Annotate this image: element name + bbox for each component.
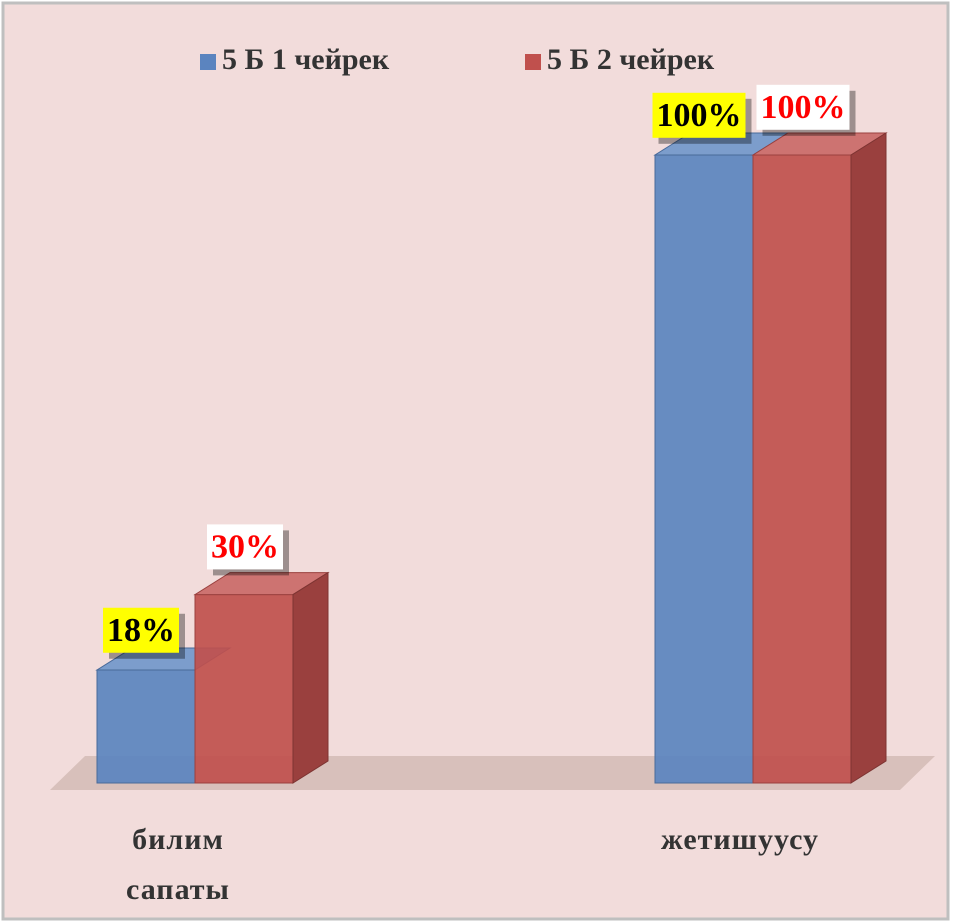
data-label: 30% <box>211 528 279 565</box>
data-label-group <box>756 84 856 136</box>
data-label-background <box>652 92 746 138</box>
bar-front <box>194 594 294 784</box>
data-label: 100% <box>657 97 742 134</box>
data-label-background <box>207 524 283 570</box>
data-label-group <box>103 607 185 659</box>
bar-front <box>654 154 754 784</box>
data-label-group <box>652 92 752 144</box>
data-label-background <box>756 84 850 130</box>
bar-front <box>752 154 852 784</box>
data-label: 100% <box>761 89 846 126</box>
x-tick-label: билим сапаты <box>126 823 230 906</box>
legend-swatch <box>200 54 216 70</box>
legend-swatch <box>525 54 541 70</box>
bar-side <box>292 571 329 784</box>
data-label-group <box>207 524 289 576</box>
bar-side <box>850 132 887 784</box>
data-label: 18% <box>107 612 175 649</box>
x-tick-label: жетишуусу <box>660 823 820 856</box>
data-label-background <box>103 607 179 653</box>
legend-label: 5 Б 1 чейрек <box>222 43 390 76</box>
bar-front <box>96 669 196 784</box>
legend-label: 5 Б 2 чейрек <box>547 43 715 76</box>
